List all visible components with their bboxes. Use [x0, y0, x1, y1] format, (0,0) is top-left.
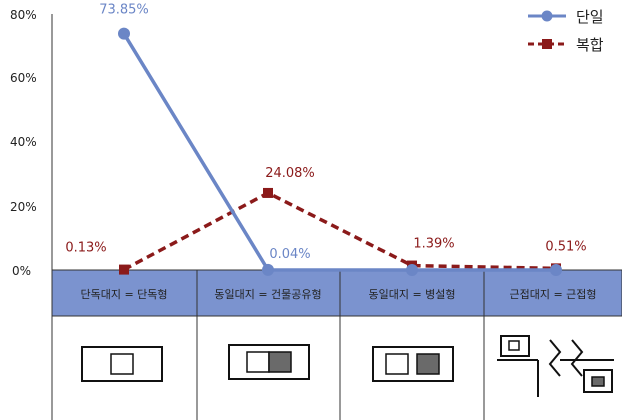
data-point: [406, 264, 418, 276]
data-point: [118, 27, 130, 40]
data-point: [550, 264, 562, 276]
data-label: 0.13%: [65, 241, 106, 256]
site-diagram-adjacent: [497, 335, 614, 397]
category-label: 동일대지 = 건물공유형: [214, 287, 321, 301]
y-axis: 80% 60% 40% 20% 0%: [10, 8, 53, 420]
data-label: 24.08%: [265, 166, 315, 181]
y-tick-label: 60%: [10, 71, 37, 85]
data-label: 0.51%: [545, 239, 586, 254]
legend-marker-single: [541, 10, 553, 22]
site-diagram-detached: [81, 346, 163, 382]
data-point: [119, 264, 129, 275]
category-label: 동일대지 = 병설형: [368, 287, 455, 301]
series-line-combined: [123, 190, 557, 272]
y-tick-label: 0%: [12, 264, 31, 278]
y-tick-label: 20%: [10, 200, 37, 214]
data-point: [262, 263, 274, 276]
site-diagram-parallel: [372, 346, 454, 382]
category-label: 단독대지 = 단독형: [80, 288, 167, 301]
series-line-single: [122, 32, 556, 272]
series-layer: 73.85% 0.04% 0.13% 24.08% 1.39% 0.51%: [65, 3, 587, 276]
legend-marker-combined: [542, 39, 552, 49]
legend-label-combined: 복합: [576, 36, 604, 54]
data-label: 0.04%: [269, 247, 310, 262]
legend-label-single: 단일: [576, 8, 604, 26]
site-diagram-shared-building: [228, 344, 310, 380]
data-label: 73.85%: [99, 3, 149, 18]
data-point: [263, 187, 273, 198]
legend: 단일 복합: [528, 8, 604, 54]
y-tick-label: 80%: [10, 8, 37, 22]
data-label: 1.39%: [413, 237, 454, 252]
category-band: 단독대지 = 단독형 동일대지 = 건물공유형 동일대지 = 병설형 근접대지 …: [51, 269, 622, 420]
category-label: 근접대지 = 근접형: [509, 288, 596, 301]
y-tick-label: 40%: [10, 135, 37, 149]
